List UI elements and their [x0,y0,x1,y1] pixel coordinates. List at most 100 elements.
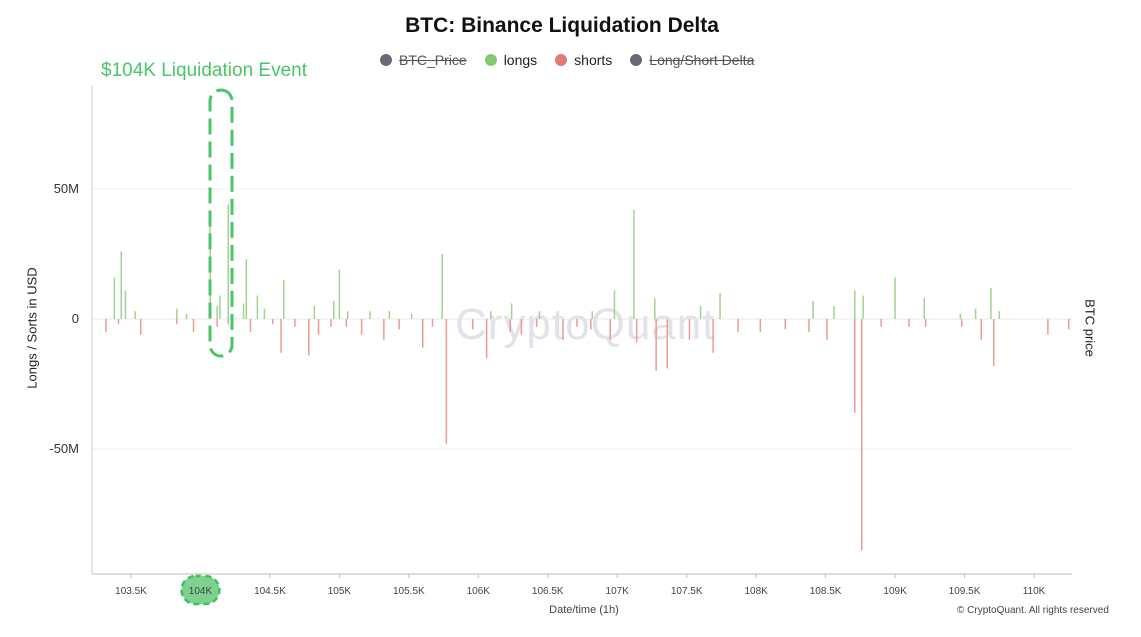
x-tick-label: 108K [744,586,768,597]
chart-title: BTC: Binance Liquidation Delta [405,14,719,37]
short-bar [139,319,142,335]
x-tick-label: 106.5K [532,586,564,597]
long-bar [410,313,413,319]
long-bar [134,311,136,319]
long-bar [227,204,229,319]
x-tick-label: 110K [1023,586,1046,597]
long-bar [245,259,248,319]
short-bar [117,319,120,325]
short-bar [609,319,612,340]
short-bar [398,319,400,330]
x-tick-label: 107.5K [671,586,703,597]
x-tick-label: 104K [189,586,213,597]
short-bar [271,319,274,325]
short-bar [924,319,927,327]
y-tick-label: -50M [49,441,79,456]
long-bar [894,277,896,319]
short-bar [317,319,320,335]
short-bar [345,319,348,327]
short-bar [576,319,578,327]
short-bar [360,319,363,335]
legend-dot-icon [484,54,497,66]
short-bar [227,319,229,325]
legend-item-delta[interactable]: Long/Short Delta [630,52,754,68]
long-bar [338,269,341,319]
liquidation-event-annotation: $104K Liquidation Event [101,60,307,81]
long-bar [613,290,616,319]
short-bar [854,319,856,413]
long-bar [120,251,123,319]
long-bar [176,308,178,319]
x-axis-label: Date/time (1h) [549,604,619,616]
long-bar [256,295,259,319]
long-bar [959,313,962,319]
legend-item-longs[interactable]: longs [484,52,538,68]
legend-label: shorts [574,52,613,68]
short-bar [520,319,523,335]
legend-label: longs [503,52,538,68]
long-bar [591,311,593,319]
long-bar [242,303,245,319]
short-bar [590,319,592,330]
short-bar [485,319,488,358]
watermark: CryptoQuant [455,300,716,349]
long-bar [124,290,127,319]
long-bar [833,306,835,319]
x-tick-label: 108.5K [810,586,842,597]
x-tick-label: 109.5K [949,586,981,597]
short-bar [635,319,638,343]
short-bar [992,319,995,366]
legend-dot-icon [630,54,643,66]
short-bar [808,319,810,332]
legend-label: BTC_Price [399,52,467,68]
long-bar [812,300,814,319]
y-axis-label: Longs / Sorts in USD [24,267,40,389]
copyright-text: © CryptoQuant. All rights reserved [957,605,1109,616]
short-bar [535,319,538,327]
x-tick-label: 103.5K [115,586,147,597]
short-bar [860,319,863,551]
short-bar [980,319,982,340]
short-bar [908,319,910,327]
short-bar [666,319,668,369]
x-tick-label: 109K [883,586,907,597]
long-bar [333,300,335,319]
short-bar [105,319,107,332]
long-bar [538,311,541,319]
short-bar [880,319,882,327]
chart-legend: BTC_Price longs shorts Long/Short Delta [380,50,772,70]
short-bar [330,319,332,327]
long-bar [185,313,188,319]
short-bar [759,319,762,332]
long-bar [283,280,285,319]
short-bar [176,319,178,325]
long-bar [369,311,371,319]
long-bar [441,254,443,319]
long-bar [388,311,391,319]
long-bar [974,308,977,319]
long-bar [219,295,221,319]
short-bar [280,319,282,353]
y-tick-label: 50M [54,181,79,196]
long-bar [862,295,864,319]
long-bar [263,308,266,319]
legend-item-shorts[interactable]: shorts [555,52,612,68]
legend-label: Long/Short Delta [649,52,755,68]
x-tick-label: 105K [328,586,352,597]
short-bar [1067,319,1070,330]
x-tick-label: 107K [606,586,630,597]
long-bar [719,293,721,319]
short-bar [472,319,474,330]
y-tick-label: 0 [72,311,79,326]
long-bar [490,311,492,319]
liquidation-event-highlight [208,88,234,358]
long-bar [346,311,349,319]
x-tick-label: 104.5K [254,586,286,597]
short-bar [509,319,512,332]
legend-item-btc-price[interactable]: BTC_Price [380,52,467,68]
short-bar [216,319,218,327]
x-tick-label: 105.5K [393,586,425,597]
long-bar [854,290,856,319]
y2-axis-label: BTC price [1082,299,1098,357]
